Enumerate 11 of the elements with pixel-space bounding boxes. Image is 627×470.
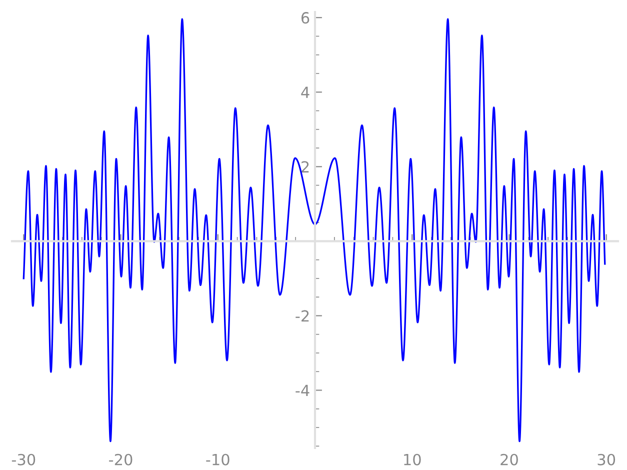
y-tick-label: -4 <box>296 384 310 396</box>
y-tick-label: 4 <box>301 86 310 98</box>
x-tick-label: 30 <box>598 454 616 466</box>
y-tick-label: 6 <box>301 12 310 24</box>
x-tick-label: -20 <box>109 454 132 466</box>
y-tick-label: -2 <box>296 310 309 322</box>
x-tick-label: -10 <box>206 454 230 466</box>
x-tick-label: -30 <box>12 454 36 466</box>
x-tick-label: 20 <box>500 454 518 466</box>
y-tick-label: 2 <box>302 161 309 172</box>
x-tick-label: 10 <box>404 454 421 466</box>
